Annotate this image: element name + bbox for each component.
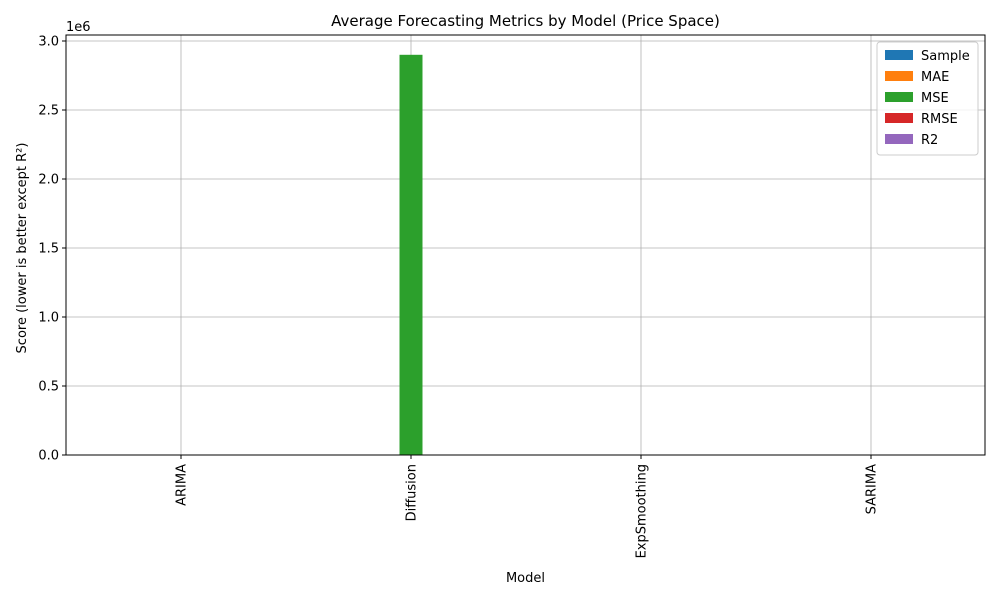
y-axis-label: Score (lower is better except R²)	[15, 143, 30, 354]
y-tick-label: 1.0	[38, 311, 59, 326]
legend-label-r2: R2	[921, 133, 938, 148]
y-axis-offset-label: 1e6	[66, 20, 91, 35]
bars	[399, 54, 423, 456]
legend: Sample MAE MSE RMSE R2	[876, 41, 979, 156]
x-axis-label: Model	[506, 571, 545, 586]
legend-swatch-sample	[885, 50, 913, 60]
y-tick-label: 0.5	[38, 380, 59, 395]
legend-swatch-rmse	[885, 113, 913, 123]
legend-label-sample: Sample	[921, 49, 970, 64]
legend-swatch-mse	[885, 92, 913, 102]
x-tick-label: ExpSmoothing	[635, 464, 650, 558]
y-tick-label: 2.5	[38, 104, 59, 119]
legend-label-mse: MSE	[921, 91, 949, 106]
y-tick-label: 3.0	[38, 35, 59, 50]
legend-box	[876, 41, 979, 156]
legend-label-rmse: RMSE	[921, 112, 958, 127]
ticks: 0.0 0.5 1.0 1.5 2.0 2.5 3.0 ARIMA Diffusion ExpSm…	[38, 35, 879, 559]
legend-swatch-mae	[885, 71, 913, 81]
y-tick-label: 2.0	[38, 173, 59, 188]
y-tick-label: 0.0	[38, 449, 59, 464]
x-tick-label: ARIMA	[175, 464, 190, 506]
legend-swatch-r2	[885, 134, 913, 144]
y-tick-label: 1.5	[38, 242, 59, 257]
x-tick-label: Diffusion	[405, 464, 420, 521]
legend-label-mae: MAE	[921, 70, 949, 85]
x-tick-label: SARIMA	[865, 464, 880, 514]
chart-title: Average Forecasting Metrics by Model (Pr…	[331, 12, 720, 30]
bar-mse-diffusion	[399, 54, 423, 456]
plot-frame	[65, 34, 986, 456]
grid	[66, 35, 985, 456]
